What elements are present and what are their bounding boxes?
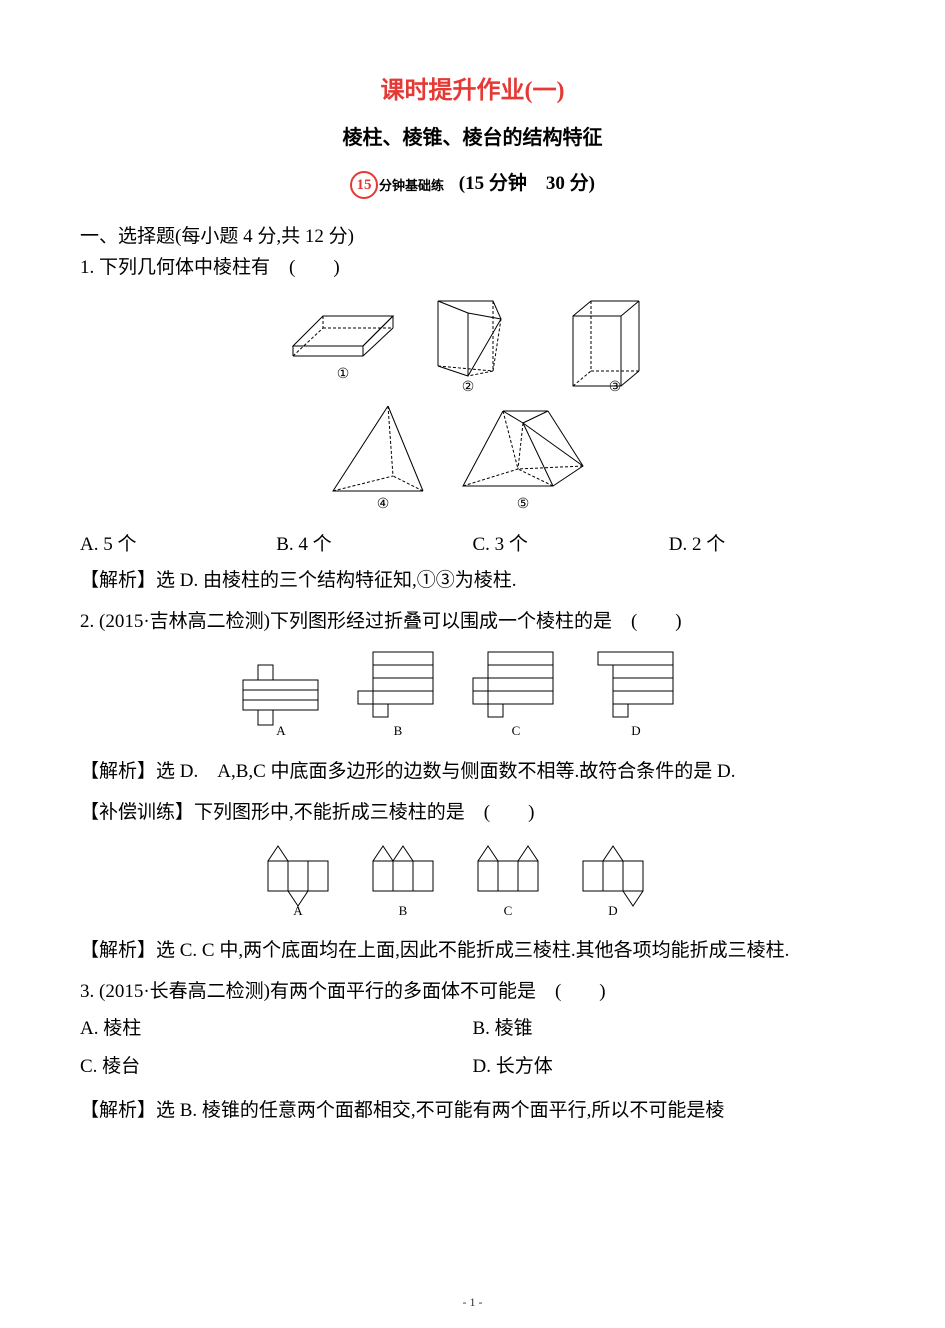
supp-labA: A (293, 903, 303, 918)
subtitle: 棱柱、棱锥、棱台的结构特征 (80, 121, 865, 150)
supp-labD: D (608, 903, 617, 918)
timer-circle: 15 (350, 171, 378, 199)
q1-label-3: ③ (608, 380, 621, 395)
q1-figure-row1: ① ② ③ (80, 296, 865, 521)
q3-options-row1: A. 棱柱 B. 棱锥 (80, 1010, 865, 1048)
q1-optC: C. 3 个 (473, 529, 669, 556)
q2-labC: C (511, 723, 520, 738)
q1-label-2: ② (461, 380, 474, 395)
q1-label-1: ① (336, 367, 349, 382)
q1-optA: A. 5 个 (80, 529, 276, 556)
title-text: 课时提升作业(一) (381, 78, 565, 104)
q1-label-4: ④ (376, 497, 389, 512)
section-1-header: 一、选择题(每小题 4 分,共 12 分) (80, 221, 865, 248)
q3-optB: B. 棱锥 (473, 1010, 866, 1048)
supp-labB: B (398, 903, 407, 918)
q1-label-5: ⑤ (516, 497, 529, 512)
q2-nets-icon: A B C D (223, 650, 723, 740)
timer-row: 15分钟基础练 (15 分钟 30 分) (80, 168, 865, 199)
supp-labC: C (503, 903, 512, 918)
q2-analysis: 【解析】选 D. A,B,C 中底面多边形的边数与侧面数不相等.故符合条件的是 … (80, 753, 865, 791)
q3-text: 3. (2015·长春高二检测)有两个面平行的多面体不可能是 ( ) (80, 974, 865, 1010)
q1-analysis: 【解析】选 D. 由棱柱的三个结构特征知,①③为棱柱. (80, 562, 865, 600)
q3-options-row2: C. 棱台 D. 长方体 (80, 1048, 865, 1086)
page-title: 课时提升作业(一) (80, 70, 865, 105)
q2-labA: A (276, 723, 286, 738)
supp-analysis: 【解析】选 C. C 中,两个底面均在上面,因此不能折成三棱柱.其他各项均能折成… (80, 932, 865, 970)
q1-optB: B. 4 个 (276, 529, 472, 556)
timer-label: 分钟基础练 (379, 175, 444, 194)
q2-text: 2. (2015·吉林高二检测)下列图形经过折叠可以围成一个棱柱的是 ( ) (80, 604, 865, 640)
timer-info: (15 分钟 30 分) (459, 173, 595, 194)
q2-figure: A B C D (80, 650, 865, 745)
q3-analysis: 【解析】选 B. 棱锥的任意两个面都相交,不可能有两个面平行,所以不可能是棱 (80, 1092, 865, 1130)
q2-labD: D (631, 723, 640, 738)
supp-nets-icon: A B C D (253, 841, 693, 919)
q3-optD: D. 长方体 (473, 1048, 866, 1086)
supp-text: 【补偿训练】下列图形中,不能折成三棱柱的是 ( ) (80, 795, 865, 831)
q2-labB: B (393, 723, 402, 738)
q3-optA: A. 棱柱 (80, 1010, 473, 1048)
page-number: - 1 - (0, 1295, 945, 1310)
q1-solids-icon: ① ② ③ (243, 296, 703, 516)
supp-figure: A B C D (80, 841, 865, 924)
q1-optD: D. 2 个 (669, 529, 865, 556)
q3-optC: C. 棱台 (80, 1048, 473, 1086)
q1-options: A. 5 个 B. 4 个 C. 3 个 D. 2 个 (80, 529, 865, 556)
timer-badge: 15分钟基础练 (350, 171, 444, 199)
q1-text: 1. 下列几何体中棱柱有 ( ) (80, 250, 865, 286)
